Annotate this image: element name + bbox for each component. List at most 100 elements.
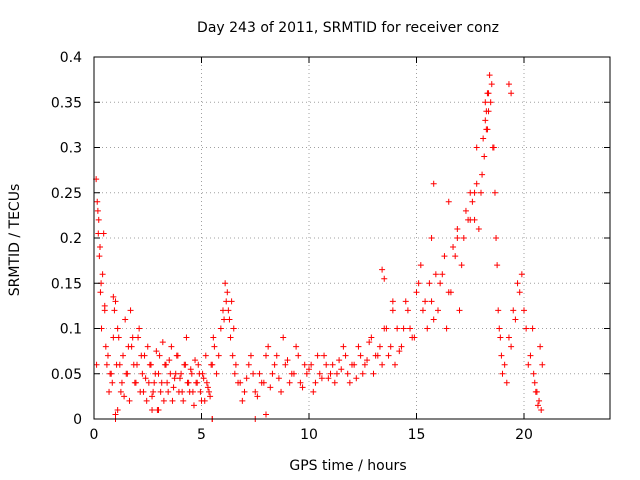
data-point xyxy=(392,361,398,368)
data-point xyxy=(155,406,162,413)
data-point xyxy=(439,271,446,278)
data-point xyxy=(483,108,490,115)
data-point xyxy=(381,275,388,282)
data-point xyxy=(505,334,512,341)
data-point xyxy=(114,406,121,413)
data-point xyxy=(323,361,330,368)
data-point xyxy=(195,361,202,368)
data-point xyxy=(357,352,364,359)
data-point xyxy=(213,370,220,377)
data-point xyxy=(128,343,135,350)
data-point xyxy=(424,325,431,332)
data-point xyxy=(231,370,238,377)
data-point xyxy=(147,361,154,368)
data-point xyxy=(94,198,101,205)
data-point xyxy=(269,370,276,377)
data-point xyxy=(480,135,487,142)
data-point xyxy=(443,325,450,332)
data-point xyxy=(426,280,433,287)
data-point xyxy=(139,370,146,377)
data-point xyxy=(254,393,261,400)
data-point xyxy=(96,253,103,260)
grid-lines xyxy=(94,57,610,419)
data-point xyxy=(308,361,315,368)
data-point xyxy=(188,370,195,377)
data-point xyxy=(505,81,512,88)
data-point xyxy=(499,370,506,377)
data-point xyxy=(428,298,435,305)
data-point xyxy=(280,334,287,341)
data-point xyxy=(95,216,102,223)
data-point xyxy=(217,325,224,332)
data-point xyxy=(537,343,544,350)
data-point xyxy=(151,379,158,386)
data-point xyxy=(223,298,230,305)
data-point xyxy=(229,352,236,359)
data-point xyxy=(539,361,546,368)
data-point xyxy=(129,334,136,341)
chart-title: Day 243 of 2011, SRMTID for receiver con… xyxy=(197,20,499,36)
data-point xyxy=(117,388,124,395)
data-point xyxy=(93,361,100,368)
data-point xyxy=(370,370,377,377)
data-point xyxy=(521,307,527,314)
y-axis-label: SRMTID / TECUs xyxy=(7,184,23,297)
data-point xyxy=(226,316,233,323)
data-point xyxy=(145,379,152,386)
data-point xyxy=(132,379,139,386)
data-point xyxy=(478,189,484,196)
y-tick-label: 0.4 xyxy=(60,50,82,66)
data-point xyxy=(104,352,111,359)
data-point xyxy=(144,343,151,350)
data-point xyxy=(175,388,182,395)
data-point xyxy=(109,379,116,386)
data-point xyxy=(201,397,208,404)
data-point xyxy=(267,384,274,391)
data-point xyxy=(372,352,379,359)
data-point xyxy=(529,325,536,332)
x-tick-label: 20 xyxy=(515,427,533,443)
data-point xyxy=(211,343,218,350)
data-point xyxy=(173,352,180,359)
data-point xyxy=(342,352,349,359)
data-point xyxy=(534,402,541,409)
data-point xyxy=(106,388,113,395)
data-point xyxy=(481,153,488,160)
x-axis-label: GPS time / hours xyxy=(289,458,406,474)
data-point xyxy=(111,307,118,314)
data-point xyxy=(484,126,491,133)
data-point xyxy=(156,352,163,359)
data-point xyxy=(389,307,396,314)
data-point xyxy=(445,289,452,296)
y-tick-label: 0.35 xyxy=(51,95,82,111)
data-point xyxy=(331,379,338,386)
y-tick-label: 0.25 xyxy=(51,186,82,202)
data-point xyxy=(159,339,166,346)
data-point xyxy=(178,370,185,377)
data-point xyxy=(184,379,191,386)
data-point xyxy=(338,366,345,373)
data-point xyxy=(435,307,441,314)
data-point xyxy=(306,366,312,373)
data-point xyxy=(458,262,465,269)
data-point xyxy=(186,388,193,395)
data-point xyxy=(398,343,405,350)
data-point xyxy=(389,298,396,305)
data-point xyxy=(467,189,474,196)
data-point xyxy=(192,357,199,364)
data-point xyxy=(275,375,282,382)
data-point xyxy=(344,370,351,377)
data-point xyxy=(163,361,170,368)
data-point xyxy=(430,316,437,323)
data-point xyxy=(400,325,407,332)
data-point xyxy=(208,361,215,368)
data-point xyxy=(353,375,360,382)
data-point xyxy=(469,198,476,205)
data-point xyxy=(525,361,532,368)
data-point xyxy=(149,406,156,413)
data-point xyxy=(432,271,439,278)
data-point xyxy=(204,384,211,391)
data-point xyxy=(102,343,109,350)
data-point xyxy=(495,307,502,314)
